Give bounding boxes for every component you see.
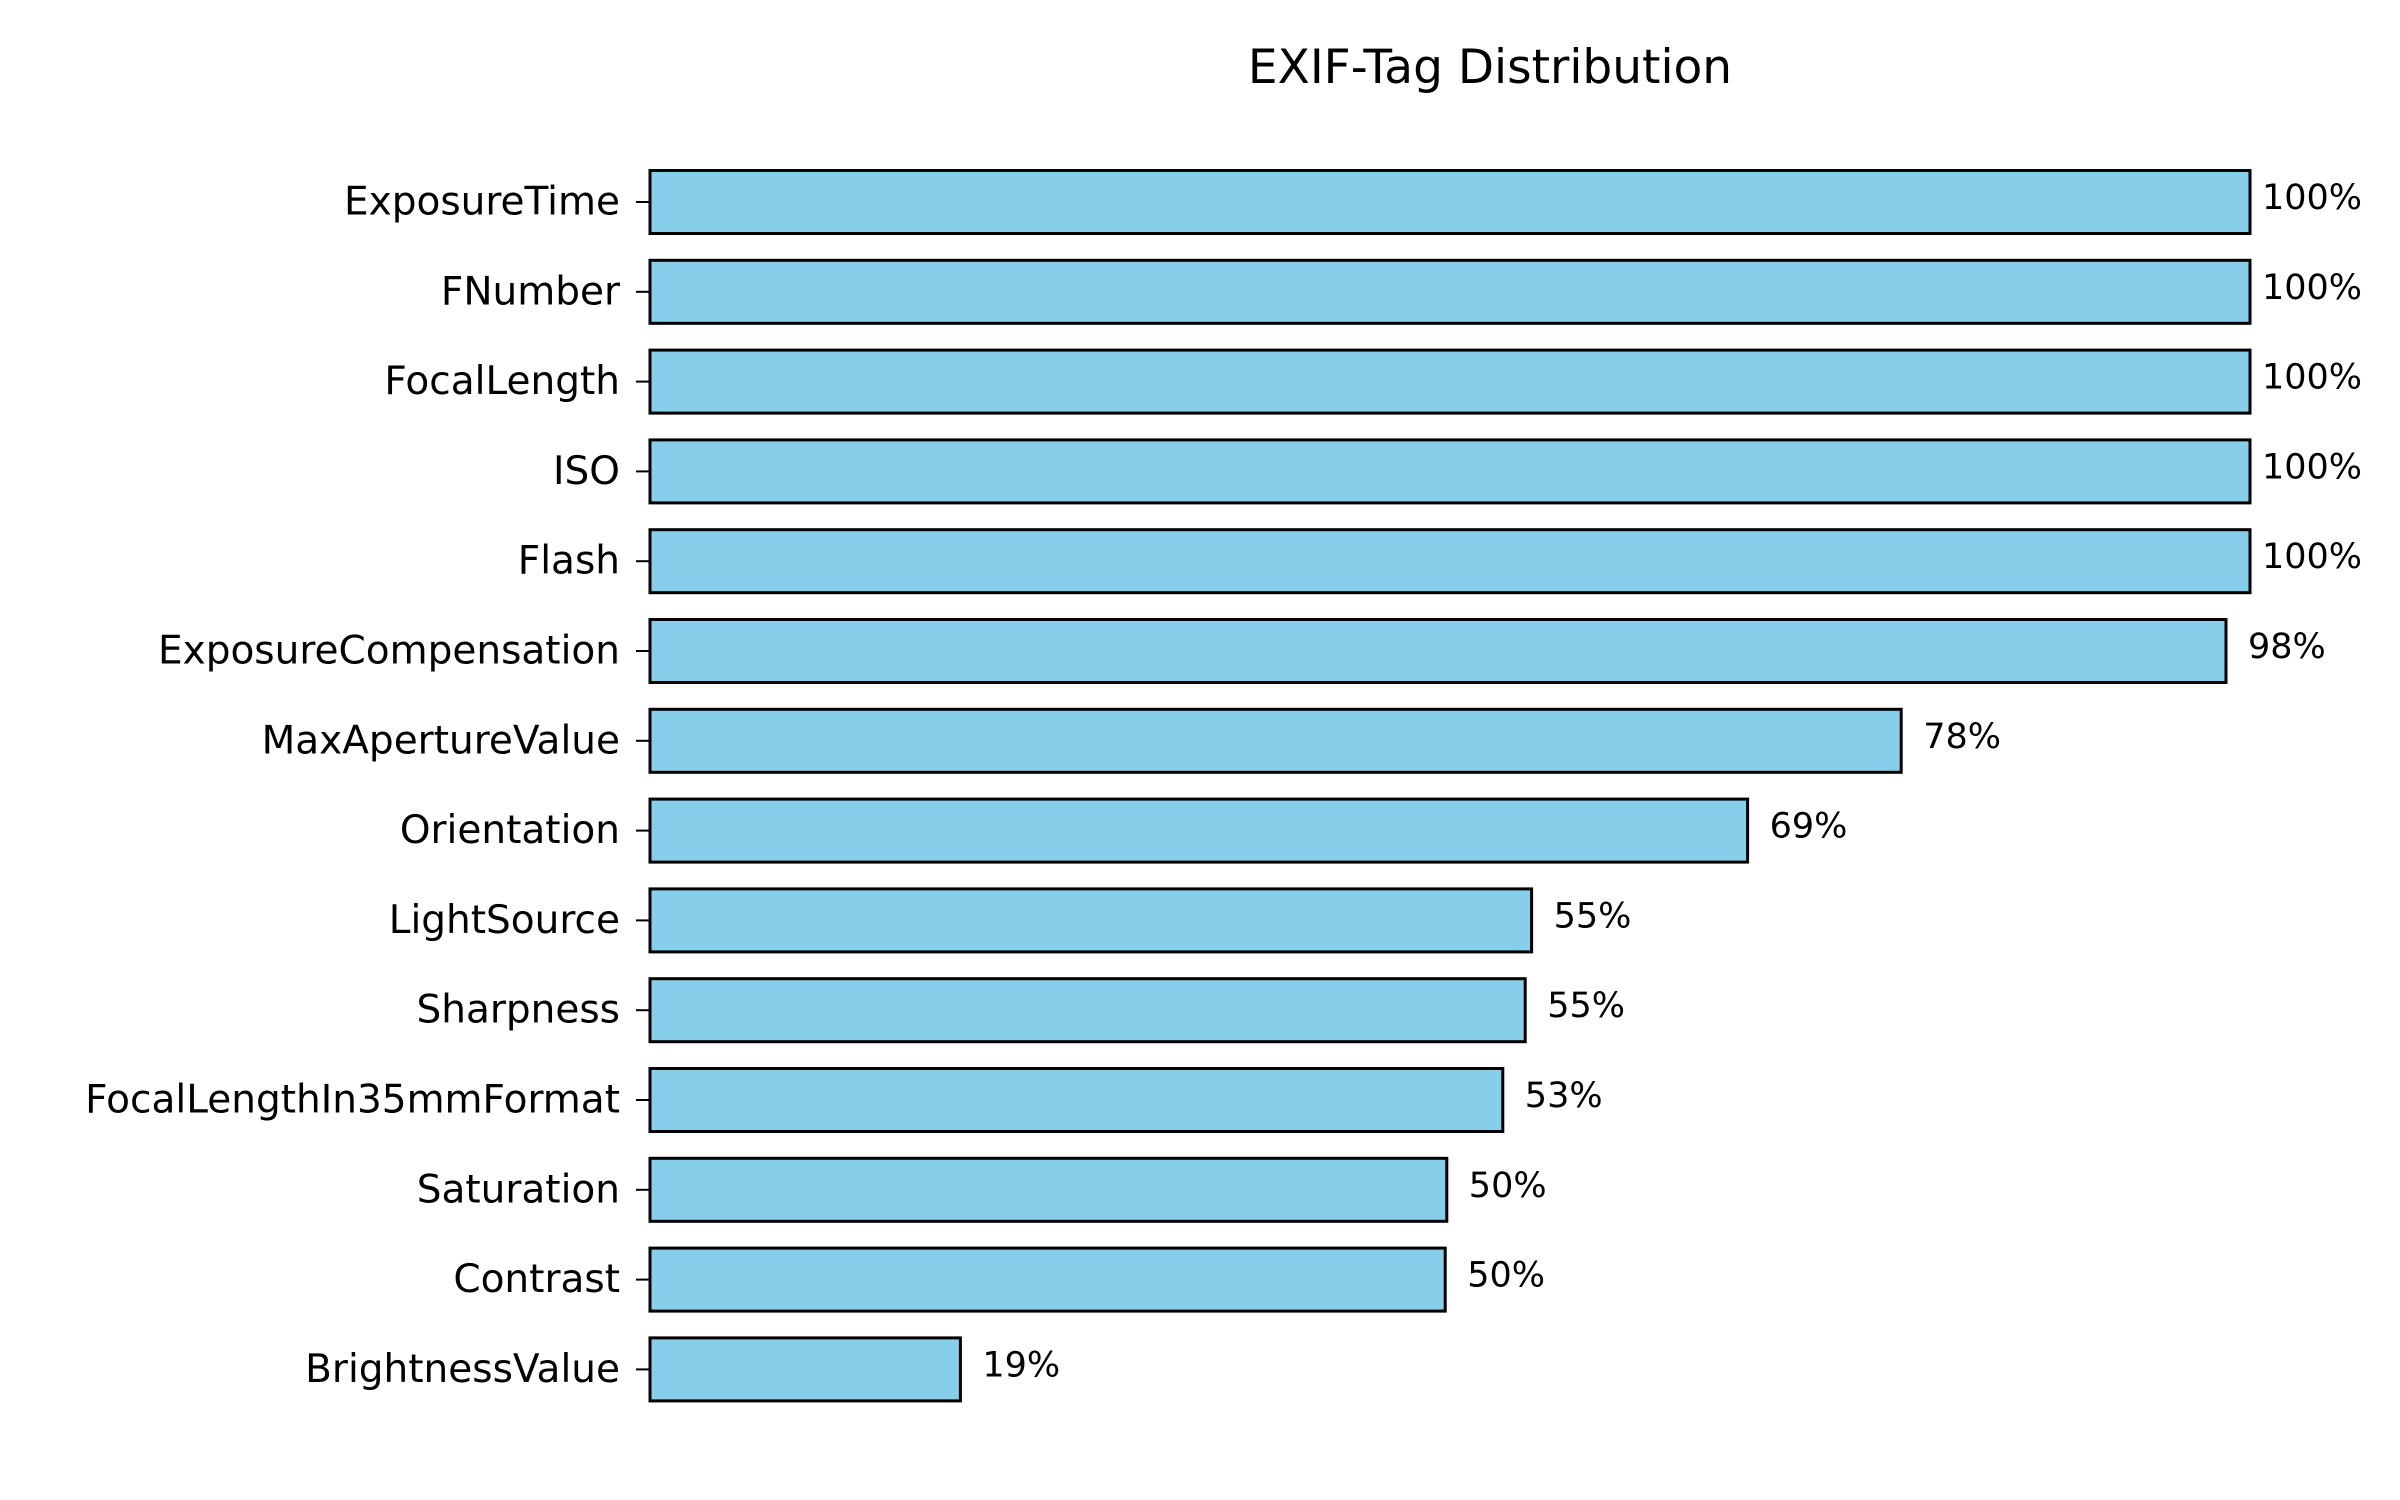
y-tick-label-flash: Flash (518, 539, 620, 584)
data-label-orientation: 69% (1770, 807, 1848, 847)
y-tick-label-max-aperture-value: MaxApertureValue (262, 718, 620, 763)
bar-focal-length (648, 348, 2252, 415)
bars-layer (648, 169, 2252, 1403)
y-tick-label-exposure-time: ExposureTime (344, 180, 620, 225)
data-label-exposure-compensation: 98% (2248, 627, 2326, 667)
bar-exposure-compensation (648, 618, 2228, 684)
y-tick-label-orientation: Orientation (400, 808, 620, 853)
bar-light-source (648, 887, 1534, 954)
bar-brightness-value (648, 1336, 962, 1403)
y-tick-label-saturation: Saturation (417, 1167, 620, 1212)
y-ticks-layer: ExposureTime FNumber FocalLength ISO Flash Ex… (85, 180, 650, 1392)
data-label-flash: 100% (2262, 537, 2362, 577)
bar-max-aperture-value (648, 707, 1903, 774)
data-label-focal-length: 100% (2262, 358, 2362, 398)
data-labels-layer: 100% 100% 100% 100% 100% 98% 78% 69% 55% 55% 53% 50… (982, 178, 2362, 1385)
y-tick-label-focal-length: FocalLength (384, 359, 620, 404)
y-tick-label-sharpness: Sharpness (416, 988, 620, 1033)
data-label-exposure-time: 100% (2262, 178, 2362, 218)
bar-focal-length-in35mm-format (648, 1067, 1505, 1133)
data-label-focal-length-in35mm-format: 53% (1525, 1076, 1603, 1116)
y-tick-label-fnumber: FNumber (441, 269, 621, 314)
y-tick-label-exposure-compensation: ExposureCompensation (158, 629, 620, 674)
bar-fnumber (648, 258, 2252, 325)
y-tick-label-contrast: Contrast (453, 1257, 620, 1302)
chart-title: EXIF-Tag Distribution (1248, 40, 1732, 95)
data-label-brightness-value: 19% (982, 1345, 1060, 1385)
y-tick-label-brightness-value: BrightnessValue (305, 1347, 620, 1392)
bar-saturation (648, 1156, 1449, 1223)
bar-orientation (648, 797, 1750, 864)
bar-exposure-time (648, 169, 2252, 235)
data-label-contrast: 50% (1467, 1256, 1545, 1296)
bar-flash (648, 528, 2252, 595)
data-label-sharpness: 55% (1547, 986, 1625, 1026)
y-tick-label-focal-length-in35mm-format: FocalLengthIn35mmFormat (85, 1078, 620, 1123)
data-label-iso: 100% (2262, 447, 2362, 487)
y-tick-label-iso: ISO (553, 449, 620, 494)
y-tick-label-light-source: LightSource (389, 898, 620, 943)
data-label-fnumber: 100% (2262, 268, 2362, 308)
bar-sharpness (648, 977, 1527, 1044)
bar-iso (648, 438, 2252, 505)
data-label-saturation: 50% (1469, 1166, 1547, 1206)
bar-contrast (648, 1246, 1447, 1313)
data-label-max-aperture-value: 78% (1923, 717, 2001, 757)
data-label-light-source: 55% (1554, 896, 1632, 936)
